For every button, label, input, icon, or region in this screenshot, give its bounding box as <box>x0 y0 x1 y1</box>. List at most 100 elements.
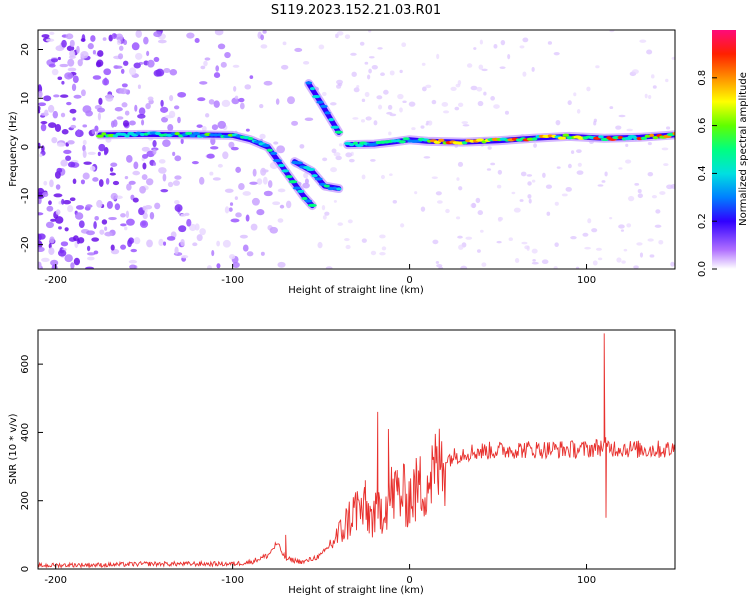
noise-blob <box>163 241 167 246</box>
noise-blob <box>222 151 229 160</box>
noise-blob <box>618 167 623 170</box>
spectrogram-frame <box>37 29 676 270</box>
colorbar-tick-label: 0.2 <box>697 213 708 229</box>
noise-blob <box>421 62 426 66</box>
noise-blob <box>75 205 85 210</box>
noise-blob <box>69 108 77 114</box>
spectrogram-y-label: Frequency (Hz) <box>8 111 19 187</box>
noise-blob <box>325 266 333 269</box>
noise-blob <box>55 209 61 215</box>
noise-blob <box>85 266 94 269</box>
noise-blob <box>322 215 327 220</box>
ridge-cell <box>598 135 604 139</box>
noise-blob <box>553 52 560 56</box>
noise-blob <box>647 142 652 146</box>
noise-blob <box>299 144 305 149</box>
noise-blob <box>38 212 44 216</box>
noise-blob <box>333 199 337 203</box>
noise-blob <box>82 172 90 180</box>
noise-blob <box>353 87 360 93</box>
noise-blob <box>109 167 114 172</box>
noise-blob <box>519 199 524 202</box>
noise-blob <box>95 61 102 68</box>
noise-blob <box>427 120 433 126</box>
noise-blob <box>233 86 237 92</box>
noise-blob <box>582 232 589 237</box>
noise-blob <box>55 184 61 190</box>
ridge-cell <box>672 132 675 136</box>
noise-blob <box>143 36 149 45</box>
noise-blob <box>392 199 398 204</box>
noise-blob <box>52 110 59 119</box>
noise-blob <box>49 236 55 244</box>
noise-blob <box>116 116 124 120</box>
noise-blob <box>383 89 389 95</box>
noise-blob <box>73 257 81 266</box>
noise-blob <box>408 101 416 107</box>
noise-blob <box>67 67 77 72</box>
noise-blob <box>360 119 366 123</box>
noise-blob <box>228 141 235 149</box>
noise-blob <box>135 30 142 38</box>
noise-blob <box>82 124 88 128</box>
noise-blob <box>40 121 48 125</box>
noise-blob <box>238 97 245 103</box>
noise-blob <box>377 104 383 110</box>
noise-blob <box>54 123 62 132</box>
noise-blob <box>40 123 47 132</box>
noise-blob <box>376 95 383 100</box>
noise-blob <box>65 155 72 161</box>
noise-blob <box>214 30 224 36</box>
noise-blob <box>50 259 59 266</box>
noise-blob <box>364 91 370 98</box>
noise-blob <box>234 95 239 100</box>
ridge-cell <box>288 180 298 184</box>
noise-blob <box>105 94 114 102</box>
noise-blob <box>110 120 115 128</box>
ridge-cell <box>562 133 570 137</box>
noise-blob <box>59 63 69 68</box>
noise-blob <box>141 153 149 159</box>
noise-blob <box>532 259 536 262</box>
noise-blob <box>235 166 242 173</box>
noise-blob <box>361 174 366 180</box>
spectrogram-x-label: Height of straight line (km) <box>288 285 424 296</box>
noise-blob <box>122 60 129 66</box>
noise-blob <box>124 175 129 180</box>
noise-blob <box>462 124 470 127</box>
spectrogram-xtick-label: 0 <box>406 275 412 286</box>
noise-blob <box>194 223 200 231</box>
noise-blob <box>180 238 185 247</box>
noise-blob <box>336 31 344 36</box>
ridge-cell <box>139 132 145 137</box>
noise-blob <box>441 102 449 107</box>
noise-blob <box>161 116 169 123</box>
ridge-cell <box>330 125 340 129</box>
noise-blob <box>631 69 639 75</box>
noise-blob <box>128 180 136 185</box>
noise-blob <box>279 204 285 209</box>
noise-blob <box>191 161 199 165</box>
noise-blob <box>149 211 155 220</box>
noise-blob <box>239 102 245 110</box>
ridge-cell <box>174 132 180 136</box>
ridge-cell <box>307 203 317 207</box>
noise-blob <box>269 226 278 234</box>
figure-title: S119.2023.152.21.03.R01 <box>271 3 441 18</box>
noise-blob <box>593 118 597 123</box>
colorbar-tick-label: 0.0 <box>697 261 708 277</box>
noise-blob <box>470 85 478 91</box>
noise-blob <box>98 97 103 105</box>
noise-blob <box>262 176 268 185</box>
noise-blob <box>196 124 203 128</box>
noise-blob <box>245 128 250 132</box>
noise-blob <box>106 200 113 209</box>
noise-blob <box>457 102 464 107</box>
noise-blob <box>573 92 577 97</box>
noise-blob <box>456 177 460 181</box>
noise-blob <box>244 84 252 90</box>
noise-blob <box>172 180 180 186</box>
noise-blob <box>661 147 669 151</box>
ridge-upper-streak <box>304 79 344 137</box>
noise-blob <box>277 188 286 193</box>
